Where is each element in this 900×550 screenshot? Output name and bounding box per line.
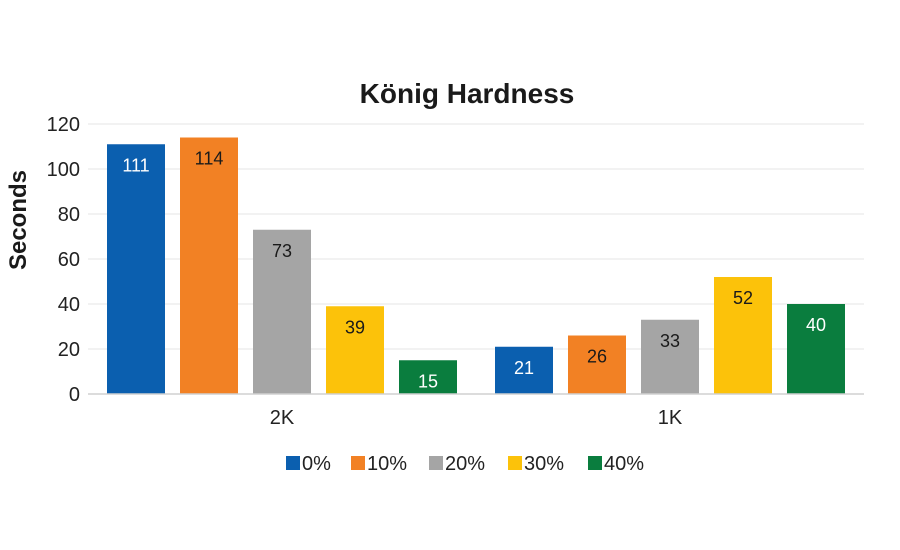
- legend-label: 40%: [604, 453, 644, 475]
- data-label: 40: [806, 315, 826, 335]
- bar-2k-10pct: [180, 137, 238, 394]
- legend-label: 0%: [302, 453, 331, 475]
- x-category-label: 2K: [270, 407, 295, 429]
- chart-title: König Hardness: [360, 78, 575, 109]
- data-labels: 111 114 73 39 15 21 26 33 52 40: [122, 149, 826, 392]
- legend-label: 20%: [445, 453, 485, 475]
- data-label: 52: [733, 288, 753, 308]
- y-axis-label: Seconds: [5, 170, 32, 270]
- y-tick-label: 0: [69, 384, 80, 406]
- y-axis-ticks: 0 20 40 60 80 100 120: [47, 114, 80, 406]
- data-label: 21: [514, 358, 534, 378]
- legend-swatch: [588, 456, 602, 470]
- legend-swatch: [351, 456, 365, 470]
- bar-2k-0pct: [107, 144, 165, 394]
- y-tick-label: 80: [58, 204, 80, 226]
- bar-1k-30pct: [714, 277, 772, 394]
- bar-2k-20pct: [253, 229, 311, 394]
- y-tick-label: 100: [47, 159, 80, 181]
- legend-label: 30%: [524, 453, 564, 475]
- data-label: 114: [195, 149, 224, 169]
- bar-2k-30pct: [326, 306, 384, 394]
- legend-label: 10%: [367, 453, 407, 475]
- y-tick-label: 120: [47, 114, 80, 136]
- x-axis-categories: 2K 1K: [270, 407, 683, 429]
- bar-1k-0pct: [495, 346, 553, 394]
- data-label: 39: [345, 317, 365, 337]
- bar-1k-10pct: [568, 335, 626, 394]
- legend: 0% 10% 20% 30% 40%: [286, 453, 644, 475]
- bar-1k-20pct: [641, 319, 699, 394]
- data-label: 26: [587, 347, 607, 367]
- x-category-label: 1K: [658, 407, 683, 429]
- bar-2k-40pct: [399, 360, 457, 394]
- legend-swatch: [286, 456, 300, 470]
- data-label: 111: [122, 155, 149, 175]
- data-label: 33: [660, 331, 680, 351]
- data-label: 15: [418, 371, 438, 391]
- legend-swatch: [508, 456, 522, 470]
- y-tick-label: 60: [58, 249, 80, 271]
- legend-swatch: [429, 456, 443, 470]
- bar-1k-40pct: [787, 304, 845, 394]
- y-tick-label: 40: [58, 294, 80, 316]
- y-tick-label: 20: [58, 339, 80, 361]
- bars: [107, 137, 845, 394]
- data-label: 73: [272, 241, 292, 261]
